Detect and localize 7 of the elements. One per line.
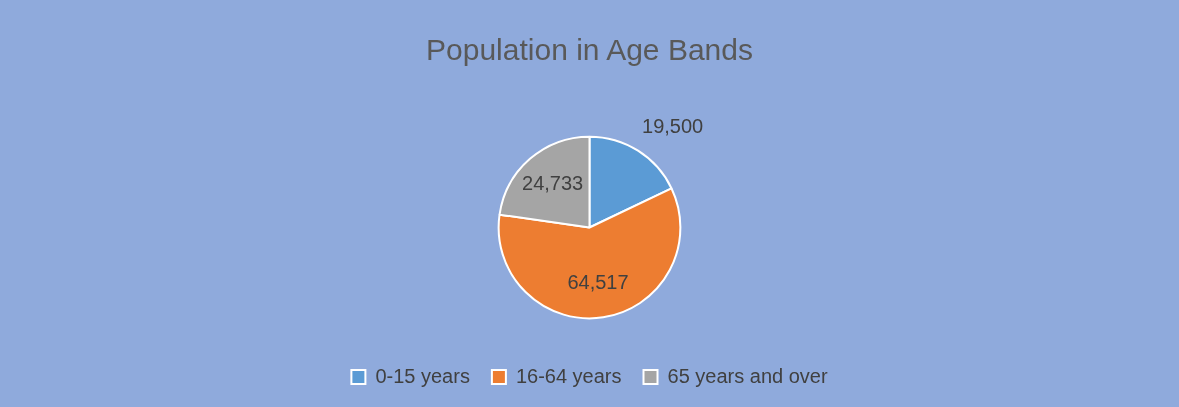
chart-title: Population in Age Bands bbox=[426, 33, 753, 67]
legend-label: 16-64 years bbox=[515, 364, 622, 387]
legend-label: 0-15 years bbox=[375, 364, 470, 387]
data-label: 19,500 bbox=[642, 115, 704, 138]
data-label: 24,733 bbox=[522, 172, 584, 195]
legend-label: 65 years and over bbox=[667, 364, 828, 387]
data-label: 64,517 bbox=[567, 270, 629, 293]
